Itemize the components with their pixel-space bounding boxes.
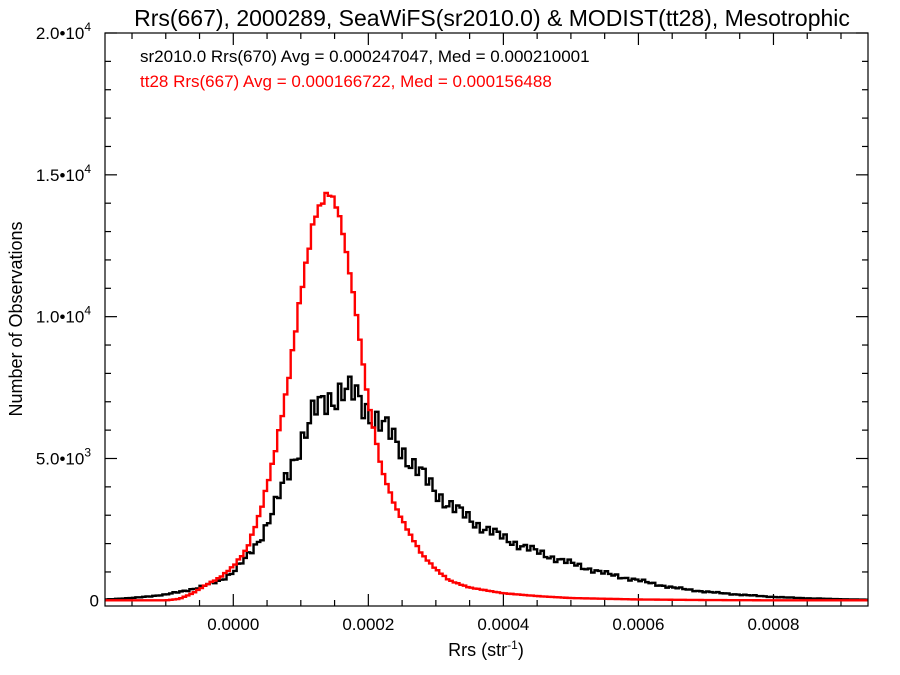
x-tick-label: 0.0004	[477, 615, 529, 634]
series-seawifs-histogram	[105, 375, 868, 601]
x-tick-label: 0.0002	[342, 615, 394, 634]
y-axis-ticks: 0 5.0•103 1.0•104 1.5•104 2.0•104	[36, 20, 868, 610]
y-tick-label: 2.0•104	[36, 20, 92, 43]
x-tick-label: 0.0008	[747, 615, 799, 634]
legend-entry-modist: tt28 Rrs(667) Avg = 0.000166722, Med = 0…	[140, 72, 552, 91]
y-tick-label: 1.5•104	[36, 162, 92, 185]
plot-frame	[104, 32, 869, 607]
y-tick-label: 0	[90, 591, 99, 610]
y-tick-exponent: 4	[84, 20, 91, 34]
legend-entry-seawifs: sr2010.0 Rrs(670) Avg = 0.000247047, Med…	[140, 47, 590, 66]
x-axis-label: Rrs (str-1)	[448, 638, 524, 660]
chart-title: Rrs(667), 2000289, SeaWiFS(sr2010.0) & M…	[134, 5, 850, 31]
x-axis-ticks: 0.0000 0.0002 0.0004 0.0006 0.0008	[131, 33, 842, 634]
series-modist-histogram	[105, 191, 868, 602]
x-tick-label: 0.0000	[207, 615, 259, 634]
y-tick-exponent: 4	[84, 304, 91, 318]
x-axis-label-tail: )	[518, 640, 524, 660]
legend: sr2010.0 Rrs(670) Avg = 0.000247047, Med…	[140, 47, 590, 91]
x-tick-label: 0.0006	[612, 615, 664, 634]
series-layer	[105, 191, 868, 602]
y-tick-exponent: 3	[84, 445, 91, 459]
y-tick-label: 1.0•104	[36, 304, 92, 327]
y-tick-label: 5.0•103	[36, 445, 92, 468]
x-axis-label-exponent: -1	[507, 638, 518, 652]
y-axis-label: Number of Observations	[6, 221, 26, 416]
y-tick-exponent: 4	[84, 162, 91, 176]
